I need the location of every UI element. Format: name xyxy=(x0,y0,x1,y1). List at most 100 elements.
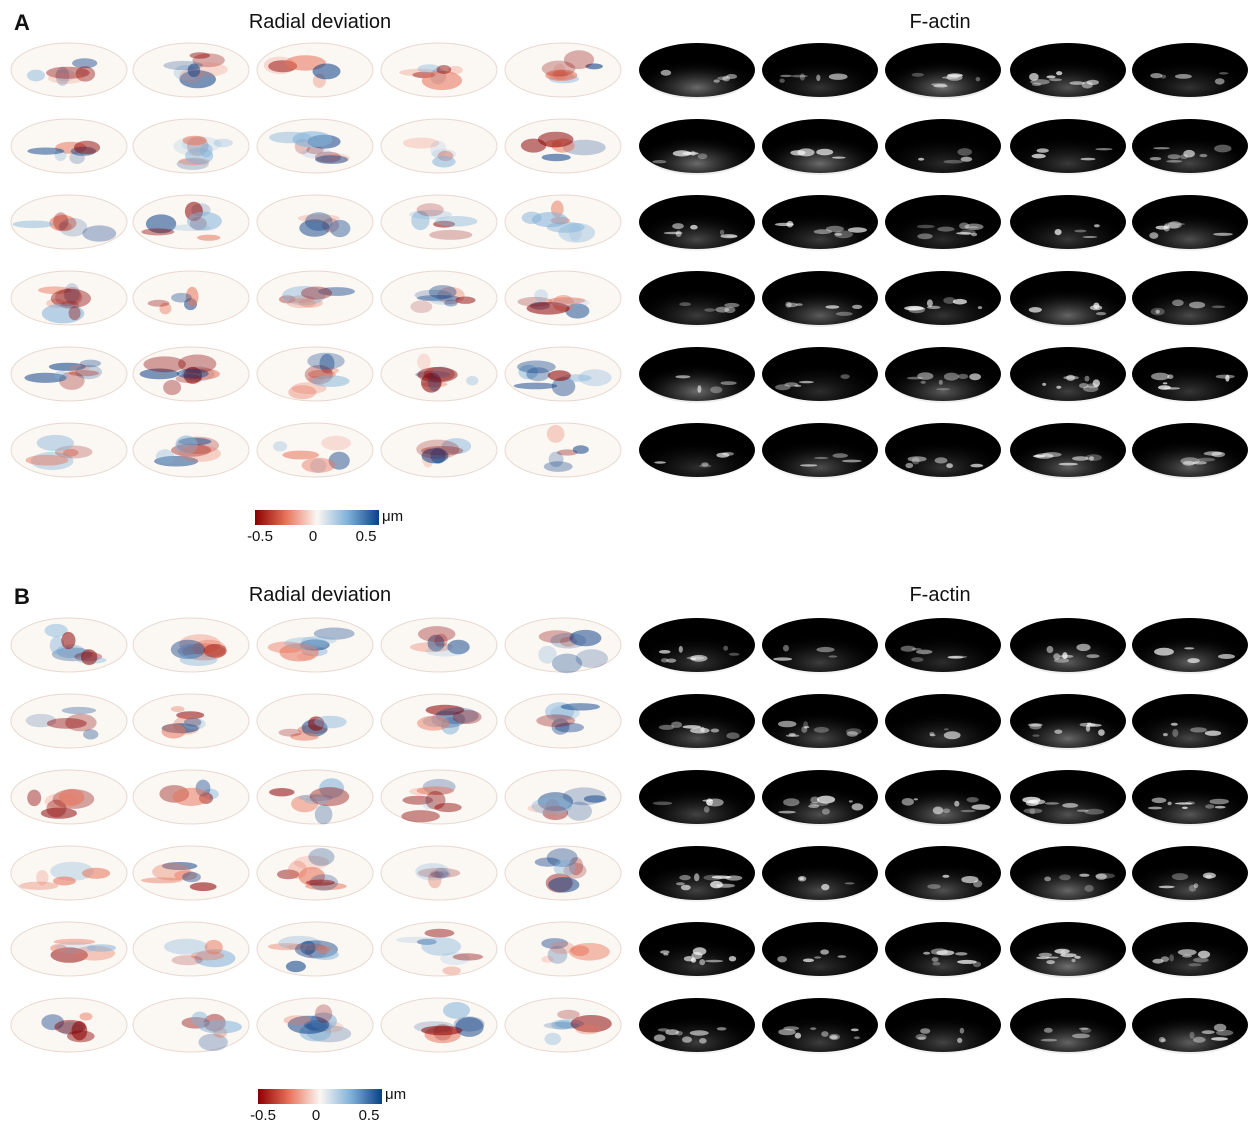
f-actin-streak xyxy=(911,307,926,310)
colorbar-b-tick-neg: -0.5 xyxy=(250,1107,276,1124)
deviation-blob xyxy=(301,635,337,645)
f-actin-signal xyxy=(643,780,751,826)
deviation-blob xyxy=(418,626,456,643)
f-actin-streak xyxy=(1074,955,1081,959)
f-actin-streak xyxy=(1080,1027,1092,1033)
f-actin-streak xyxy=(961,876,979,884)
deviation-blob xyxy=(189,52,210,59)
f-actin-streak xyxy=(802,958,815,963)
deviation-blob xyxy=(292,131,333,148)
deviation-blob xyxy=(536,714,576,727)
f-actin-streak xyxy=(724,302,740,308)
deviation-blob xyxy=(411,210,430,231)
deviation-blob xyxy=(434,867,449,879)
deviation-blob xyxy=(415,863,450,881)
f-actin-streak xyxy=(1218,654,1235,659)
f-actin-streak xyxy=(1049,78,1062,82)
f-actin-streak xyxy=(1154,647,1174,656)
colorbar-b xyxy=(258,1089,382,1104)
f-actin-streak xyxy=(658,650,671,654)
deviation-blob xyxy=(315,1004,333,1023)
deviation-blob xyxy=(55,69,75,82)
deviation-blob xyxy=(513,382,558,390)
deviation-blob xyxy=(563,862,587,879)
deviation-blob xyxy=(147,299,170,307)
f-actin-streak xyxy=(808,804,820,808)
deviation-blob xyxy=(175,435,198,455)
f-actin-signal xyxy=(643,281,751,327)
f-actin-streak xyxy=(675,1030,683,1036)
f-actin-streak xyxy=(1149,157,1162,161)
f-actin-streak xyxy=(1098,729,1105,736)
f-actin-streak xyxy=(1201,1030,1215,1035)
deviation-blob xyxy=(46,718,87,729)
f-actin-streak xyxy=(975,77,981,82)
f-actin-streak xyxy=(676,882,685,886)
deviation-blob xyxy=(455,1017,484,1037)
f-actin-streak xyxy=(937,226,955,232)
f-actin-streak xyxy=(920,380,926,384)
deviation-blob xyxy=(191,1011,208,1027)
deviation-blob xyxy=(548,451,564,467)
f-actin-signal xyxy=(766,780,874,826)
f-actin-signal xyxy=(889,1008,997,1054)
deviation-blob xyxy=(192,639,227,658)
deviation-blob xyxy=(409,209,453,220)
f-actin-streak xyxy=(966,797,979,803)
deviation-blob xyxy=(279,295,296,304)
f-actin-streak xyxy=(1090,305,1103,311)
f-actin-streak xyxy=(947,656,964,659)
deviation-blob xyxy=(171,292,192,303)
deviation-blob xyxy=(41,1014,64,1031)
f-actin-streak xyxy=(943,297,956,304)
f-actin-streak xyxy=(785,301,792,308)
f-actin-streak xyxy=(907,456,927,462)
f-actin-signal xyxy=(1014,129,1122,175)
f-actin-streak xyxy=(797,875,807,882)
f-actin-streak xyxy=(1046,956,1059,959)
f-actin-streak xyxy=(715,306,730,313)
deviation-blob xyxy=(575,649,608,668)
deviation-blob xyxy=(307,369,336,379)
deviation-blob xyxy=(178,445,221,462)
f-actin-streak xyxy=(689,1030,709,1036)
f-actin-streak xyxy=(1205,874,1213,879)
f-actin-streak xyxy=(1166,160,1183,163)
deviation-blob xyxy=(12,220,54,229)
deviation-blob xyxy=(69,364,90,372)
deviation-blob xyxy=(551,377,576,397)
deviation-blob xyxy=(566,801,592,821)
deviation-blob xyxy=(569,224,582,242)
deviation-blob xyxy=(531,797,573,815)
f-actin-signal xyxy=(1136,281,1244,327)
deviation-blob xyxy=(552,653,583,674)
deviation-blob xyxy=(520,138,547,153)
f-actin-streak xyxy=(830,1035,838,1040)
deviation-blob xyxy=(444,299,458,307)
f-actin-streak xyxy=(837,955,847,958)
deviation-blob xyxy=(64,283,80,303)
f-actin-signal xyxy=(1136,1008,1244,1054)
deviation-blob xyxy=(172,787,210,807)
deviation-blob xyxy=(197,234,221,241)
f-actin-streak xyxy=(679,874,691,881)
f-actin-streak xyxy=(957,959,977,964)
f-actin-streak xyxy=(938,379,943,385)
deviation-blob xyxy=(549,941,575,954)
f-actin-streak xyxy=(1155,309,1160,314)
deviation-blob xyxy=(311,375,350,387)
f-actin-signal xyxy=(889,856,997,902)
f-actin-streak xyxy=(1188,884,1197,892)
f-actin-streak xyxy=(930,948,949,955)
f-actin-streak xyxy=(1042,452,1062,458)
f-actin-streak xyxy=(820,949,829,955)
deviation-blob xyxy=(58,218,88,237)
deviation-blob xyxy=(46,799,67,818)
f-actin-streak xyxy=(1192,461,1207,465)
radial-deviation-map xyxy=(132,693,250,749)
deviation-blob xyxy=(54,445,93,459)
deviation-blob xyxy=(44,623,68,638)
f-actin-streak xyxy=(1174,802,1193,805)
deviation-blob xyxy=(466,375,479,386)
f-actin-streak xyxy=(1059,874,1071,881)
